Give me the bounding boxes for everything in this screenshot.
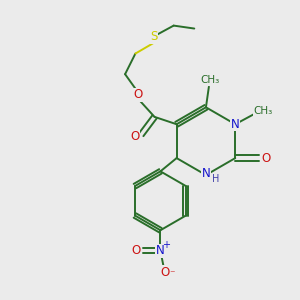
Text: N: N <box>156 244 165 257</box>
Text: O: O <box>132 244 141 257</box>
Text: O: O <box>261 152 271 165</box>
Text: O: O <box>130 130 140 142</box>
Text: H: H <box>212 174 219 184</box>
Text: N: N <box>231 118 240 131</box>
Text: S: S <box>150 30 157 43</box>
Text: O: O <box>134 88 143 101</box>
Text: CH₃: CH₃ <box>253 106 272 116</box>
Text: +: + <box>162 240 170 250</box>
Text: ⁻: ⁻ <box>169 269 174 279</box>
Text: N: N <box>202 167 210 180</box>
Text: O: O <box>160 266 170 278</box>
Text: CH₃: CH₃ <box>201 75 220 85</box>
